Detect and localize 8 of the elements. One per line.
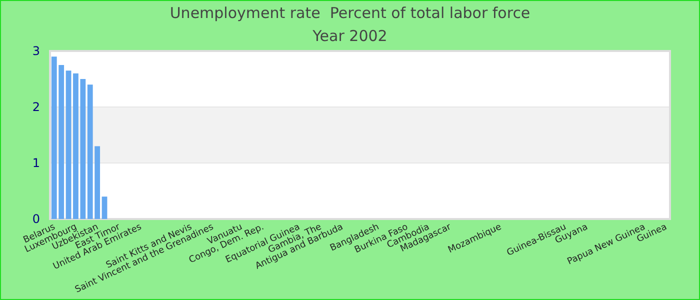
y-tick-label: 0 <box>32 212 40 226</box>
bar <box>102 196 108 219</box>
y-tick-label: 3 <box>32 44 40 58</box>
y-tick-label: 1 <box>32 156 40 170</box>
y-tick-label: 2 <box>32 100 40 114</box>
bar <box>66 70 72 219</box>
chart-title: Unemployment rate Percent of total labor force <box>170 4 530 22</box>
chart-subtitle: Year 2002 <box>312 27 388 45</box>
